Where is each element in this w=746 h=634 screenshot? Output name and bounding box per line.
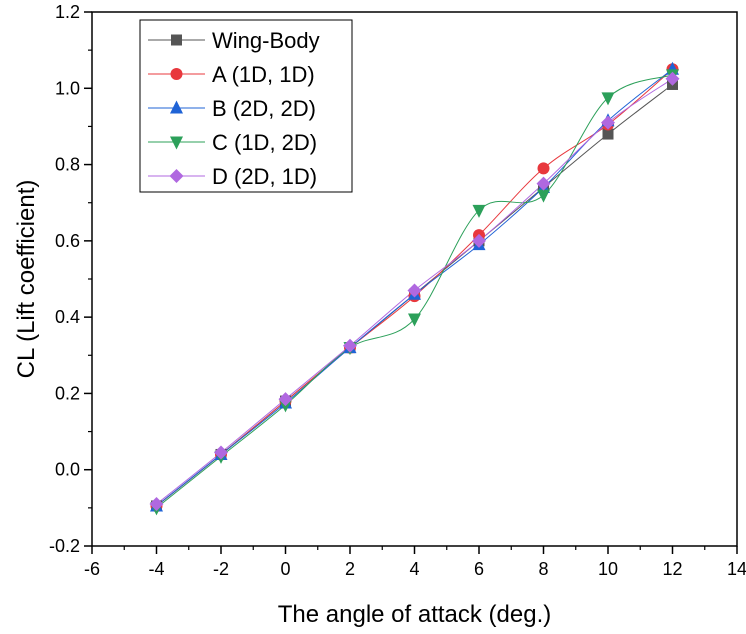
- x-tick-label: -4: [148, 559, 164, 579]
- legend-marker: [170, 100, 183, 114]
- data-point-series-3: [472, 204, 486, 218]
- x-axis-title: The angle of attack (deg.): [278, 601, 552, 628]
- x-tick-label: 12: [662, 559, 682, 579]
- data-point-series-1: [537, 162, 550, 175]
- x-tick-label: 6: [474, 559, 484, 579]
- data-point-series-4: [665, 71, 680, 86]
- y-tick-label: 0.0: [55, 460, 80, 480]
- legend-marker: [170, 136, 183, 150]
- x-tick-label: -2: [213, 559, 229, 579]
- data-point-series-3: [537, 189, 550, 203]
- legend-label: B (2D, 2D): [212, 96, 316, 121]
- data-point-series-4: [601, 115, 615, 130]
- data-point-series-4: [536, 176, 551, 191]
- x-tick-label: 0: [280, 559, 290, 579]
- y-tick-label: 1.2: [55, 2, 80, 22]
- x-tick-label: 14: [727, 559, 746, 579]
- data-point-series-4: [214, 445, 228, 460]
- legend-label: D (2D, 1D): [212, 164, 317, 189]
- y-tick-label: 0.8: [55, 155, 80, 175]
- x-tick-label: 2: [345, 559, 355, 579]
- data-point-series-4: [343, 338, 357, 353]
- y-tick-label: 0.6: [55, 231, 80, 251]
- legend-label: A (1D, 1D): [212, 62, 315, 87]
- legend-label: Wing-Body: [212, 28, 320, 53]
- data-point-series-0: [602, 128, 614, 140]
- legend-marker: [170, 68, 183, 80]
- data-point-series-3: [601, 92, 615, 106]
- y-tick-label: -0.2: [49, 536, 80, 556]
- x-tick-label: 4: [409, 559, 419, 579]
- x-tick-label: -6: [84, 559, 100, 579]
- data-point-series-3: [408, 313, 421, 327]
- y-axis-title: CL (Lift coefficient): [13, 180, 40, 379]
- axis-tick-labels: -6 -4 -2 0 2 4 6 8 10 12 14 -0.2 0.0 0.2 0.4 0.6 0.8 1.0 1…: [49, 2, 746, 579]
- y-tick-label: 0.2: [55, 383, 80, 403]
- series-markers: [149, 61, 680, 516]
- axis-ticks: [84, 11, 738, 554]
- legend-marker: [171, 34, 182, 46]
- data-point-series-4: [407, 283, 422, 298]
- x-tick-label: 10: [598, 559, 618, 579]
- legend-marker: [169, 169, 184, 183]
- legend: Wing-Body A (1D, 1D) B (2D, 2D) C (1D, 2D) D…: [139, 19, 353, 193]
- legend-label: C (1D, 2D): [212, 130, 317, 155]
- x-tick-label: 8: [538, 559, 548, 579]
- data-point-series-4: [149, 497, 164, 512]
- data-point-series-4: [278, 392, 293, 407]
- data-point-series-4: [472, 233, 486, 248]
- y-tick-label: 1.0: [55, 78, 80, 98]
- y-tick-label: 0.4: [55, 307, 80, 327]
